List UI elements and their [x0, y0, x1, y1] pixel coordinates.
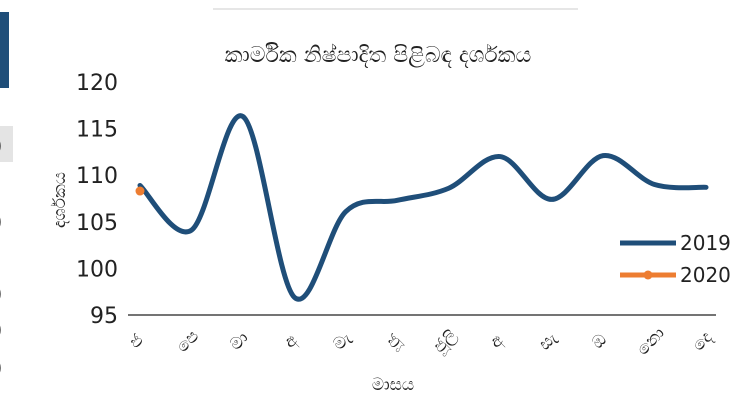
- x-tick-label: පෙ: [173, 326, 203, 356]
- left-edge-glyph: ): [0, 282, 3, 307]
- x-tick-label: ජූ: [383, 330, 406, 353]
- top-divider: [213, 8, 578, 10]
- left-edge-glyph: ): [0, 318, 3, 343]
- y-axis-ticks: 95 100 105 110 115 120: [76, 71, 118, 329]
- x-tick-label: නො: [633, 323, 669, 359]
- left-edge-glyph: ): [0, 134, 3, 159]
- x-tick-label: ජූලි: [429, 326, 461, 358]
- legend-marker-2020: [643, 270, 653, 280]
- y-tick-label: 100: [76, 257, 118, 282]
- y-tick-label: 110: [76, 164, 118, 189]
- x-axis-label: මාසය: [372, 375, 414, 395]
- y-tick-label: 115: [76, 118, 118, 143]
- series-line-2019: [137, 113, 709, 302]
- y-tick-label: 105: [76, 211, 118, 236]
- left-edge-chip: [0, 126, 13, 162]
- x-tick-label: මා: [226, 328, 253, 355]
- legend: 2019 2020: [620, 231, 731, 287]
- left-edge-glyph: ): [0, 356, 3, 381]
- y-tick-label: 120: [76, 71, 118, 96]
- x-tick-label: මැ: [329, 328, 355, 354]
- y-tick-label: 95: [90, 304, 118, 329]
- x-tick-label: ජ: [125, 330, 148, 353]
- legend-label: 2020: [680, 263, 731, 287]
- series-point-2020: [135, 186, 145, 196]
- left-edge-panel: [0, 12, 9, 88]
- left-edge-glyph: ): [0, 210, 3, 235]
- legend-label: 2019: [680, 231, 731, 255]
- x-tick-label: දෙ: [689, 327, 717, 355]
- x-tick-label: ඔ: [588, 330, 611, 353]
- x-axis-ticks: ජ පෙ මා අ මැ ජූ ජූලි අ සැ ඔ නො දෙ: [125, 323, 716, 359]
- x-tick-label: සැ: [535, 328, 561, 354]
- series-group: [135, 113, 709, 302]
- x-tick-label: අ: [486, 331, 508, 353]
- y-axis-label: දර්ශකය: [50, 172, 70, 228]
- x-tick-label: අ: [280, 331, 302, 353]
- chart-title: කාර්මික නිෂ්පාදිත පිළිබඳ දර්ශකය: [225, 42, 532, 68]
